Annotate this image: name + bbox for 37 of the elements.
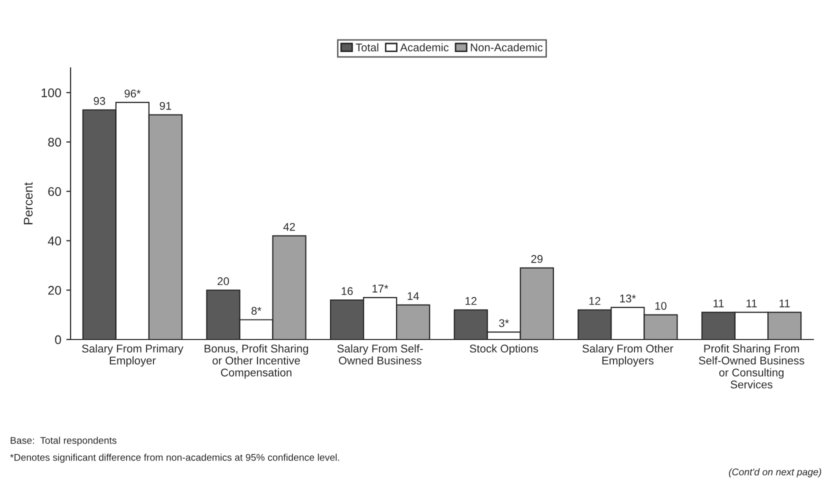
data-label: 10: [655, 302, 666, 310]
text: *Denotes significant difference from non-academics at 95% confidence level.: [10, 454, 340, 463]
data-label: 14: [408, 292, 419, 300]
legend-label: Non-Academic: [470, 43, 543, 52]
data-label: 13*: [620, 294, 636, 302]
data-label: 11: [780, 300, 790, 308]
x-tick-label: Salary From Self- Owned Business: [337, 344, 423, 364]
data-label: 3*: [499, 319, 509, 328]
data-label: 96*: [124, 90, 141, 98]
x-tick-label: Salary From Primary Employer: [82, 344, 184, 367]
x-tick-label: Stock Options: [470, 344, 538, 355]
y-tick-label: 100: [42, 88, 62, 98]
text: Base: Total respondents: [10, 436, 116, 446]
y-tick-label: 20: [48, 286, 62, 295]
y-tick-label: 40: [48, 236, 62, 246]
data-label: 29: [531, 255, 543, 263]
legend-label: Academic: [400, 43, 449, 52]
data-label: 42: [283, 222, 295, 231]
data-label: 93: [94, 97, 106, 105]
data-label: 91: [160, 102, 172, 110]
data-label: 12: [466, 297, 476, 305]
y-tick-label: 60: [48, 187, 62, 196]
x-tick-label: Salary From Other Employers: [582, 344, 674, 367]
x-tick-label: Profit Sharing From Self-Owned Business or Consulting Services: [698, 344, 804, 388]
data-label: 11: [746, 300, 757, 308]
legend-label: Total: [356, 43, 378, 52]
data-label: 17*: [372, 284, 388, 292]
data-label: 16: [342, 287, 353, 296]
data-label: 11: [714, 300, 724, 308]
x-tick-label: Bonus, Profit Sharing or Other Incentive Compensation: [204, 344, 308, 379]
data-label: 12: [589, 297, 600, 305]
y-tick-label: 80: [48, 138, 62, 147]
data-label: 20: [218, 277, 229, 286]
data-label: 8*: [251, 306, 262, 315]
y-axis-title: Percent: [24, 182, 33, 224]
y-tick-label: 0: [55, 335, 62, 344]
text: (Cont'd on next page): [728, 468, 822, 478]
